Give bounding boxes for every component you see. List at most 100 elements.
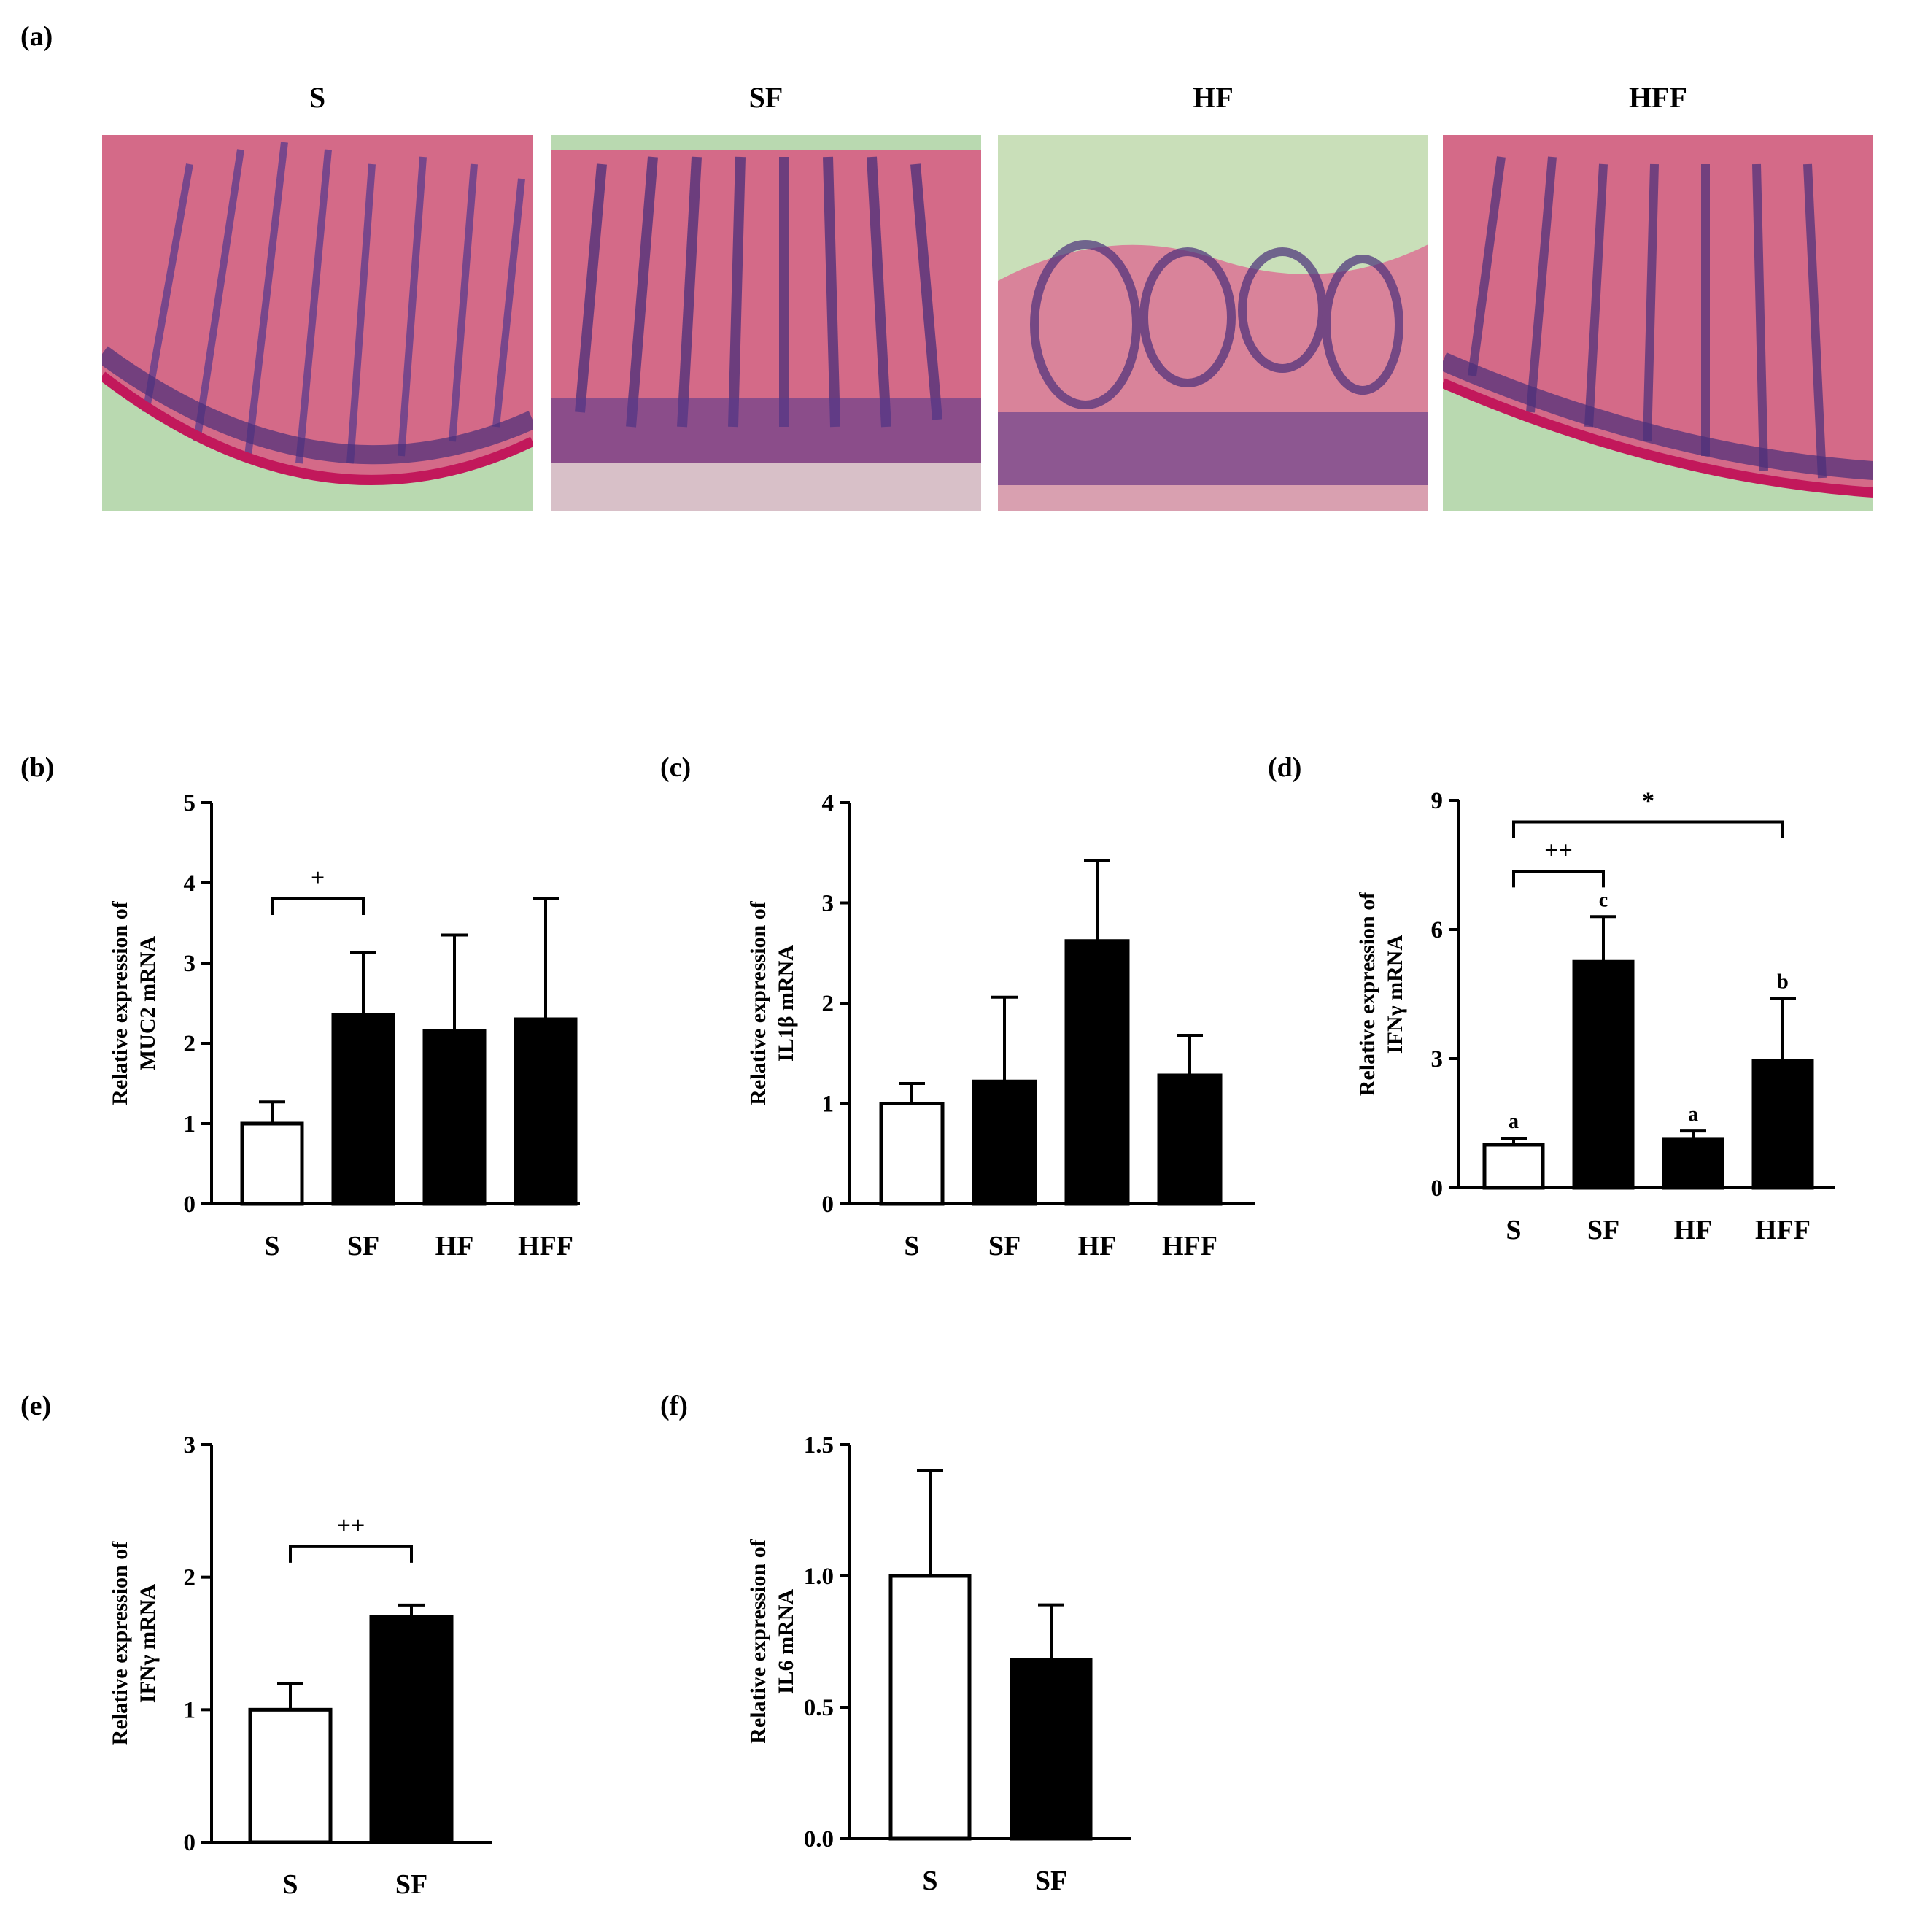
y-axis-label: Relative expression of IL6 mRNA	[746, 1539, 798, 1743]
y-axis-label-line1: Relative expression of	[746, 900, 770, 1105]
significance-bracket	[289, 1545, 413, 1563]
x-category-label: HF	[1674, 1215, 1713, 1245]
y-tick-label: 3	[822, 891, 835, 917]
panel-a-label: (a)	[20, 21, 53, 52]
histology-title-hff: HFF	[1629, 81, 1687, 114]
y-axis-label-line1: Relative expression of	[1355, 892, 1379, 1096]
significance-mark: ++	[337, 1512, 365, 1539]
chart-f-svg: 0.0 0.5 1.0 1.5 Relative expression of IL6 mR…	[746, 1432, 1131, 1896]
y-axis-label-line2: MUC2 mRNA	[136, 936, 160, 1070]
y-tick-label: 0	[184, 1830, 196, 1856]
y-tick-label: 6	[1431, 917, 1444, 943]
panel-b-label: (b)	[20, 752, 55, 783]
x-category-label: SF	[1587, 1215, 1619, 1245]
y-tick-label: 0	[822, 1191, 835, 1218]
y-axis-label-line2: IFNγ mRNA	[136, 1584, 160, 1704]
x-category-label: S	[904, 1231, 919, 1261]
bar-HF	[1662, 1137, 1724, 1190]
significance-letter: a	[1688, 1103, 1698, 1126]
bar-S	[879, 1102, 945, 1206]
bar-SF	[1010, 1658, 1093, 1841]
y-tick-label: 9	[1431, 788, 1444, 814]
x-category-label: SF	[395, 1869, 427, 1900]
chart-c: 0 1 2 3 4 Relative expression of IL1β mRNA S SF H…	[726, 788, 1284, 1284]
y-axis-label: Relative expression of IL1β mRNA	[746, 900, 798, 1105]
significance-bracket	[271, 897, 365, 915]
significance-letter: c	[1599, 889, 1608, 911]
x-category-label: HF	[435, 1231, 474, 1261]
bar-S	[888, 1574, 972, 1841]
y-tick-label: 4	[184, 870, 196, 897]
histology-title-hf: HF	[1193, 81, 1234, 114]
y-axis-label: Relative expression of MUC2 mRNA	[108, 900, 160, 1105]
y-tick-label: 2	[822, 991, 835, 1017]
y-tick-label: 3	[184, 1432, 196, 1458]
y-axis-label: Relative expression of IFNγ mRNA	[1355, 892, 1407, 1096]
x-category-label: S	[1506, 1215, 1521, 1245]
significance-mark: ++	[1544, 837, 1573, 864]
y-axis-label-line2: IL6 mRNA	[774, 1589, 798, 1695]
y-tick-label: 4	[822, 790, 835, 816]
bar-S	[1482, 1143, 1545, 1190]
histology-image-hff	[1443, 135, 1873, 511]
bar-SF	[331, 1013, 395, 1206]
y-tick-label: 3	[1431, 1046, 1444, 1073]
panel-e-label: (e)	[20, 1391, 52, 1421]
histology-image-sf	[551, 135, 981, 511]
histology-image-s	[102, 135, 533, 511]
significance-letter: b	[1777, 970, 1789, 993]
y-tick-label: 5	[184, 790, 196, 816]
significance-mark: *	[1642, 788, 1654, 815]
chart-c-svg: 0 1 2 3 4 Relative expression of IL1β mRNA S SF H…	[746, 790, 1255, 1261]
y-tick-label: 0	[1431, 1175, 1444, 1202]
y-tick-label: 1.0	[804, 1564, 834, 1590]
y-tick-label: 1	[184, 1697, 196, 1723]
chart-b: 0 1 2 3 4 5 Relative expression of MUC2 mRNA S SF…	[88, 788, 609, 1284]
histology-image-hf	[998, 135, 1428, 511]
x-category-label: HF	[1078, 1231, 1117, 1261]
x-category-label: SF	[347, 1231, 379, 1261]
histology-title-sf: SF	[748, 81, 783, 114]
y-tick-label: 2	[184, 1031, 196, 1057]
y-axis-label-line2: IFNγ mRNA	[1383, 935, 1407, 1054]
significance-mark: +	[311, 865, 325, 892]
y-axis-label-line1: Relative expression of	[108, 1541, 132, 1745]
bar-S	[248, 1707, 333, 1844]
x-category-label: HFF	[518, 1231, 573, 1261]
x-category-label: HFF	[1755, 1215, 1811, 1245]
y-tick-label: 0.0	[804, 1826, 834, 1852]
chart-d-svg: 0 3 6 9 Relative expression of IFNγ mRNA Sa SF c…	[1355, 788, 1835, 1245]
y-tick-label: 1	[822, 1091, 835, 1118]
chart-e-svg: 0 1 2 3 Relative expression of IFNγ mRNA S SF ++	[108, 1432, 492, 1900]
y-tick-label: 2	[184, 1565, 196, 1591]
bar-SF	[972, 1079, 1037, 1206]
bar-HF	[422, 1029, 487, 1206]
bar-HFF	[1751, 1059, 1814, 1190]
y-tick-label: 3	[184, 951, 196, 977]
y-tick-label: 0.5	[804, 1695, 834, 1721]
panel-f-label: (f)	[660, 1391, 688, 1421]
bar-HFF	[514, 1017, 578, 1206]
significance-bracket	[1512, 870, 1605, 888]
bar-HF	[1064, 939, 1130, 1206]
x-category-label: HFF	[1162, 1231, 1217, 1261]
significance-letter: a	[1509, 1110, 1519, 1133]
histology-title-s: S	[309, 81, 326, 114]
x-category-label: SF	[988, 1231, 1021, 1261]
y-axis-label-line1: Relative expression of	[108, 900, 132, 1105]
chart-e: 0 1 2 3 Relative expression of IFNγ mRNA S SF ++	[88, 1430, 522, 1923]
y-tick-label: 0	[184, 1191, 196, 1218]
chart-f: 0.0 0.5 1.0 1.5 Relative expression of IL6 mR…	[726, 1430, 1160, 1919]
y-tick-label: 1.5	[804, 1432, 834, 1458]
chart-b-svg: 0 1 2 3 4 5 Relative expression of MUC2 mRNA S SF…	[108, 790, 580, 1261]
y-axis-label-line1: Relative expression of	[746, 1539, 770, 1743]
x-category-label: S	[264, 1231, 279, 1261]
panel-d-label: (d)	[1268, 752, 1302, 783]
bar-SF	[1572, 959, 1635, 1190]
y-axis-label-line2: IL1β mRNA	[774, 945, 798, 1062]
panel-c-label: (c)	[660, 752, 692, 783]
y-tick-label: 1	[184, 1111, 196, 1137]
bar-SF	[369, 1615, 454, 1844]
bar-S	[240, 1121, 304, 1206]
